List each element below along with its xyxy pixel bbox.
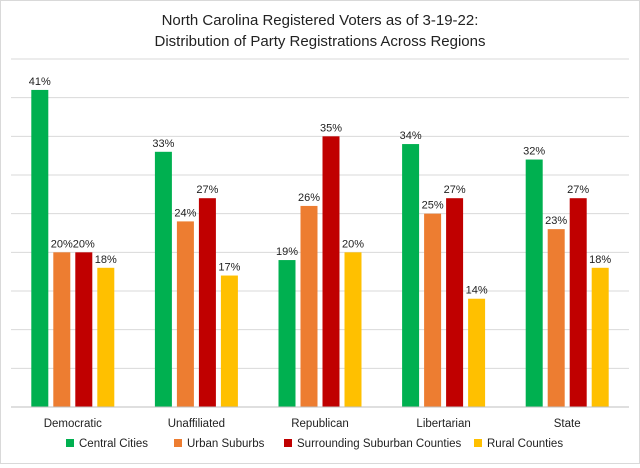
data-label: 23%	[545, 215, 567, 227]
category-label-unaffiliated: Unaffiliated	[168, 418, 225, 430]
legend-swatch	[474, 439, 482, 447]
bar-state-central-cities	[525, 159, 543, 407]
data-label: 25%	[422, 200, 444, 212]
data-label: 35%	[320, 122, 342, 134]
legend: Central Cities Urban Suburbs Surrounding S…	[66, 438, 563, 450]
legend-swatch	[174, 439, 182, 447]
bar-democratic-urban-suburbs	[53, 252, 71, 407]
data-label: 18%	[95, 254, 117, 266]
legend-swatch	[66, 439, 74, 447]
data-label: 27%	[196, 184, 218, 196]
bar-unaffiliated-central-cities	[154, 151, 172, 407]
category-label-democratic: Democratic	[44, 418, 102, 430]
data-label: 24%	[174, 207, 196, 219]
legend-item-rural-counties: Rural Counties	[474, 438, 563, 450]
data-label: 18%	[589, 254, 611, 266]
bar-libertarian-rural-counties	[468, 298, 486, 407]
legend-item-central-cities: Central Cities	[66, 438, 148, 450]
bar-republican-central-cities	[278, 260, 296, 407]
legend-label: Central Cities	[79, 438, 148, 450]
chart-title: North Carolina Registered Voters as of 3…	[155, 12, 486, 50]
bar-libertarian-surrounding-suburban-counties	[446, 198, 464, 407]
data-label: 41%	[29, 76, 51, 88]
legend-label: Urban Suburbs	[187, 438, 265, 450]
legend-item-surrounding-suburban-counties: Surrounding Suburban Counties	[284, 438, 462, 450]
data-label: 32%	[523, 146, 545, 158]
data-label: 19%	[276, 246, 298, 258]
data-label: 20%	[342, 238, 364, 250]
data-label: 17%	[218, 262, 240, 274]
bar-state-surrounding-suburban-counties	[569, 198, 587, 407]
bar-libertarian-central-cities	[402, 144, 420, 408]
bar-democratic-surrounding-suburban-counties	[75, 252, 93, 407]
category-label-state: State	[554, 418, 581, 430]
data-label: 20%	[51, 238, 73, 250]
chart-title-line-2: Distribution of Party Registrations Acro…	[155, 33, 486, 50]
bar-unaffiliated-urban-suburbs	[176, 221, 194, 407]
bar-libertarian-urban-suburbs	[424, 213, 442, 407]
bar-democratic-rural-counties	[97, 267, 115, 407]
x-axis: Democratic Unaffiliated Republican Libertar…	[11, 406, 629, 430]
legend-item-urban-suburbs: Urban Suburbs	[174, 438, 265, 450]
legend-label: Surrounding Suburban Counties	[297, 438, 462, 450]
bar-democratic-central-cities	[31, 89, 49, 407]
bar-state-urban-suburbs	[547, 229, 565, 407]
data-label: 33%	[152, 138, 174, 150]
bar-unaffiliated-rural-counties	[220, 275, 238, 407]
category-label-republican: Republican	[291, 418, 349, 430]
data-label: 14%	[466, 285, 488, 297]
data-labels: 41%20% 20%18%33%24%27%17%19%26%35%20%34%2…	[29, 76, 612, 297]
data-label: 26%	[298, 192, 320, 204]
bar-unaffiliated-surrounding-suburban-counties	[198, 198, 216, 407]
data-label: 34%	[400, 130, 422, 142]
legend-swatch	[284, 439, 292, 447]
bars	[31, 89, 609, 408]
category-label-libertarian: Libertarian	[416, 418, 470, 430]
data-label: 27%	[444, 184, 466, 196]
legend-label: Rural Counties	[487, 438, 563, 450]
bar-republican-urban-suburbs	[300, 205, 318, 407]
bar-state-rural-counties	[591, 267, 609, 407]
data-label: 27%	[567, 184, 589, 196]
data-label: 20%	[73, 238, 95, 250]
bar-republican-rural-counties	[344, 252, 362, 407]
bar-republican-surrounding-suburban-counties	[322, 136, 340, 408]
chart-title-line-1: North Carolina Registered Voters as of 3…	[162, 12, 479, 29]
